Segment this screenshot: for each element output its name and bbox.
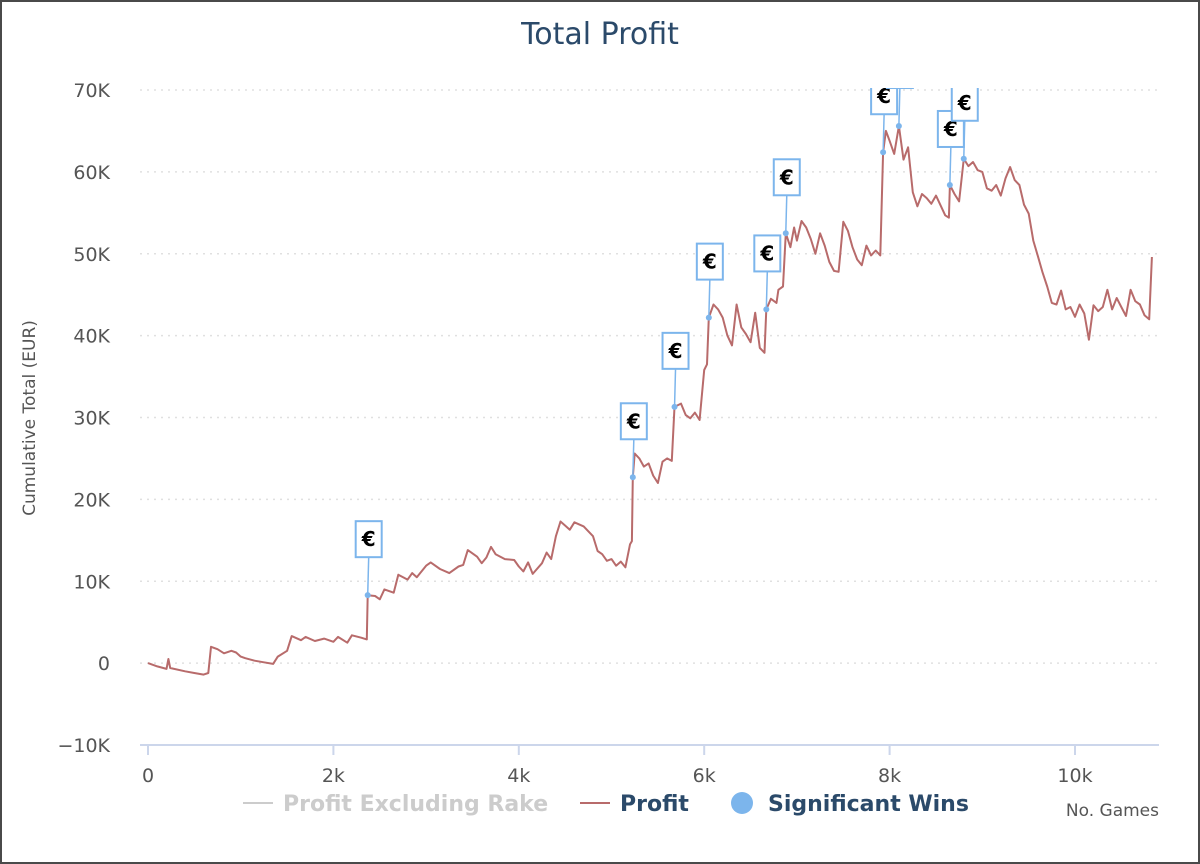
legend-item[interactable]: Profit (580, 792, 689, 817)
flag-box (950, 88, 979, 122)
flag-connector (708, 279, 711, 318)
chart-title: Total Profit (520, 17, 679, 52)
y-tick-label: 30K (73, 408, 110, 430)
significant-win-point (946, 181, 953, 188)
legend-item[interactable]: Profit Excluding Rake (243, 792, 548, 817)
legend-label: Significant Wins (768, 792, 969, 817)
y-tick-label: −10K (57, 735, 110, 757)
flag-label: € (892, 58, 907, 82)
x-tick-label: 4k (507, 765, 530, 787)
legend-item[interactable]: Significant Wins (731, 792, 969, 817)
flag-connector (632, 439, 635, 478)
flag-box (753, 234, 782, 273)
y-tick-label: 70K (73, 80, 110, 102)
flag-box (772, 158, 801, 197)
y-tick-label: 20K (73, 489, 110, 511)
legend: Profit Excluding Rake Profit Significant W… (243, 792, 969, 817)
flag-label: € (668, 339, 683, 363)
y-tick-label: 0 (98, 653, 110, 675)
flag-box (661, 331, 690, 370)
x-tick-label: 10k (1057, 765, 1092, 787)
flag-label: € (957, 91, 972, 115)
flag-connector (673, 368, 677, 407)
legend-label: Profit Excluding Rake (283, 792, 548, 817)
significant-win-flag[interactable]: € (354, 520, 383, 599)
significant-win-flag[interactable]: € (772, 158, 801, 237)
significant-win-point (782, 230, 789, 237)
y-axis-label: Cumulative Total (EUR) (20, 320, 40, 516)
flag-label: € (759, 241, 774, 265)
legend-swatch-circle (731, 792, 753, 814)
flag-label: € (779, 165, 794, 189)
flag-label: € (876, 84, 891, 108)
significant-win-flag[interactable]: € (695, 242, 724, 321)
flag-box (885, 88, 914, 90)
flag-connector (898, 88, 901, 127)
x-axis-label: No. Games (1066, 801, 1159, 821)
flag-connector (785, 195, 788, 234)
x-tick-label: 2k (322, 765, 345, 787)
flag-connector (882, 114, 885, 153)
significant-win-flag[interactable]: € (950, 85, 979, 162)
significant-win-point (671, 403, 678, 410)
significant-win-flag[interactable]: € (753, 234, 782, 313)
flag-connector (765, 271, 769, 310)
y-tick-label: 50K (73, 244, 110, 266)
y-tick-label: 40K (73, 326, 110, 348)
legend-label: Profit (620, 792, 689, 817)
series-line-profit (147, 125, 1153, 676)
significant-win-point (960, 155, 967, 162)
flag-connector (366, 557, 370, 596)
significant-win-point (763, 306, 770, 313)
y-tick-label: 10K (73, 571, 110, 593)
flag-box (619, 402, 648, 441)
x-tick-label: 6k (693, 765, 716, 787)
flag-label: € (943, 117, 958, 141)
flag-label: € (361, 527, 376, 551)
significant-win-point (364, 592, 371, 599)
significant-win-flag[interactable]: € (619, 402, 648, 481)
x-tick-label: 8k (878, 765, 901, 787)
flag-connector (963, 120, 966, 159)
x-tick-label: 0 (142, 765, 154, 787)
significant-win-flag[interactable]: € (936, 109, 965, 188)
significant-win-point (705, 314, 712, 321)
significant-win-point (895, 123, 902, 130)
significant-win-flag[interactable]: € (870, 78, 899, 156)
flag-box (695, 242, 724, 281)
flag-connector (949, 146, 952, 185)
flag-label: € (626, 409, 641, 433)
significant-win-flag[interactable]: € (661, 331, 690, 410)
flag-box (870, 88, 899, 116)
flag-label: € (702, 250, 717, 274)
significant-win-point (880, 149, 887, 156)
y-tick-label: 60K (73, 162, 110, 184)
significant-win-point (629, 474, 636, 481)
significant-win-flag[interactable]: € (885, 52, 914, 130)
flag-box (354, 520, 383, 559)
